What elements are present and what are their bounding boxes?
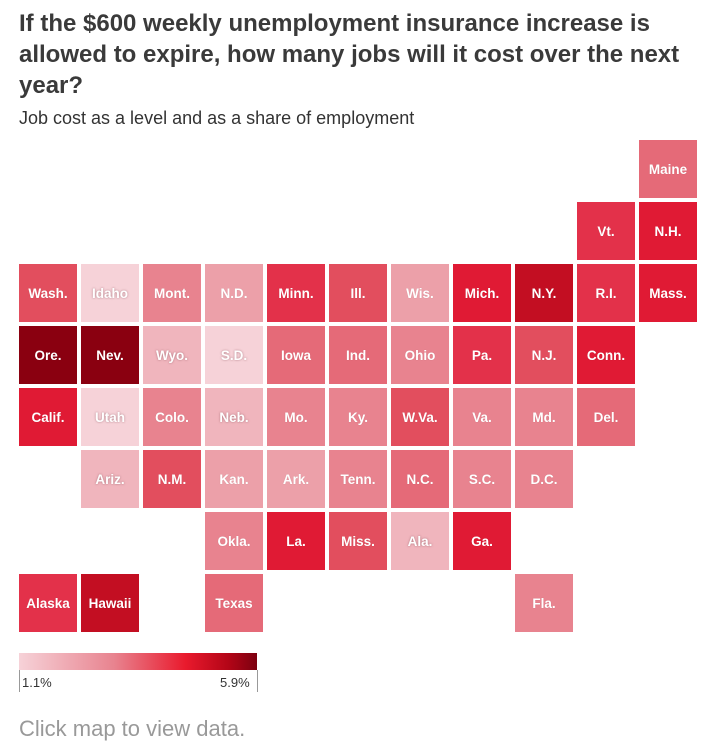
state-tile-vt[interactable]: Vt.	[577, 202, 635, 260]
state-tile-texas[interactable]: Texas	[205, 574, 263, 632]
state-tile-n-j[interactable]: N.J.	[515, 326, 573, 384]
state-tile-idaho[interactable]: Idaho	[81, 264, 139, 322]
state-tile-ala[interactable]: Ala.	[391, 512, 449, 570]
state-tile-mont[interactable]: Mont.	[143, 264, 201, 322]
state-tile-ky[interactable]: Ky.	[329, 388, 387, 446]
state-tile-n-m[interactable]: N.M.	[143, 450, 201, 508]
state-tile-n-h[interactable]: N.H.	[639, 202, 697, 260]
state-tile-ill[interactable]: Ill.	[329, 264, 387, 322]
legend-tick-max	[257, 670, 258, 692]
state-tile-mass[interactable]: Mass.	[639, 264, 697, 322]
state-tile-miss[interactable]: Miss.	[329, 512, 387, 570]
color-legend: 1.1% 5.9%	[19, 653, 259, 693]
tile-map[interactable]: Maine Vt. N.H. Wash. Idaho Mont. N.D. Minn. Ill.…	[19, 140, 697, 635]
state-tile-n-c[interactable]: N.C.	[391, 450, 449, 508]
state-tile-la[interactable]: La.	[267, 512, 325, 570]
state-tile-conn[interactable]: Conn.	[577, 326, 635, 384]
state-tile-ohio[interactable]: Ohio	[391, 326, 449, 384]
legend-max-label: 5.9%	[220, 675, 250, 690]
state-tile-va[interactable]: Va.	[453, 388, 511, 446]
chart-subtitle: Job cost as a level and as a share of em…	[19, 108, 415, 128]
state-tile-n-d[interactable]: N.D.	[205, 264, 263, 322]
state-tile-ga[interactable]: Ga.	[453, 512, 511, 570]
state-tile-minn[interactable]: Minn.	[267, 264, 325, 322]
state-tile-ariz[interactable]: Ariz.	[81, 450, 139, 508]
state-tile-okla[interactable]: Okla.	[205, 512, 263, 570]
state-tile-ore[interactable]: Ore.	[19, 326, 77, 384]
chart-title: If the $600 weekly unemployment insuranc…	[19, 10, 680, 99]
state-tile-kan[interactable]: Kan.	[205, 450, 263, 508]
state-tile-del[interactable]: Del.	[577, 388, 635, 446]
state-tile-md[interactable]: Md.	[515, 388, 573, 446]
state-tile-utah[interactable]: Utah	[81, 388, 139, 446]
state-tile-d-c[interactable]: D.C.	[515, 450, 573, 508]
state-tile-n-y[interactable]: N.Y.	[515, 264, 573, 322]
state-tile-ark[interactable]: Ark.	[267, 450, 325, 508]
state-tile-pa[interactable]: Pa.	[453, 326, 511, 384]
view-data-link[interactable]: Click map to view data.	[19, 716, 246, 741]
state-tile-ind[interactable]: Ind.	[329, 326, 387, 384]
state-tile-wyo[interactable]: Wyo.	[143, 326, 201, 384]
state-tile-wis[interactable]: Wis.	[391, 264, 449, 322]
state-tile-nev[interactable]: Nev.	[81, 326, 139, 384]
state-tile-tenn[interactable]: Tenn.	[329, 450, 387, 508]
state-tile-wash[interactable]: Wash.	[19, 264, 77, 322]
state-tile-colo[interactable]: Colo.	[143, 388, 201, 446]
state-tile-r-i[interactable]: R.I.	[577, 264, 635, 322]
state-tile-w-va[interactable]: W.Va.	[391, 388, 449, 446]
state-tile-neb[interactable]: Neb.	[205, 388, 263, 446]
state-tile-maine[interactable]: Maine	[639, 140, 697, 198]
state-tile-fla[interactable]: Fla.	[515, 574, 573, 632]
state-tile-mich[interactable]: Mich.	[453, 264, 511, 322]
legend-min-label: 1.1%	[22, 675, 52, 690]
state-tile-s-c[interactable]: S.C.	[453, 450, 511, 508]
state-tile-hawaii[interactable]: Hawaii	[81, 574, 139, 632]
state-tile-iowa[interactable]: Iowa	[267, 326, 325, 384]
state-tile-s-d[interactable]: S.D.	[205, 326, 263, 384]
state-tile-mo[interactable]: Mo.	[267, 388, 325, 446]
legend-tick-min	[19, 670, 20, 692]
legend-gradient-bar	[19, 653, 257, 670]
state-tile-calif[interactable]: Calif.	[19, 388, 77, 446]
state-tile-alaska[interactable]: Alaska	[19, 574, 77, 632]
